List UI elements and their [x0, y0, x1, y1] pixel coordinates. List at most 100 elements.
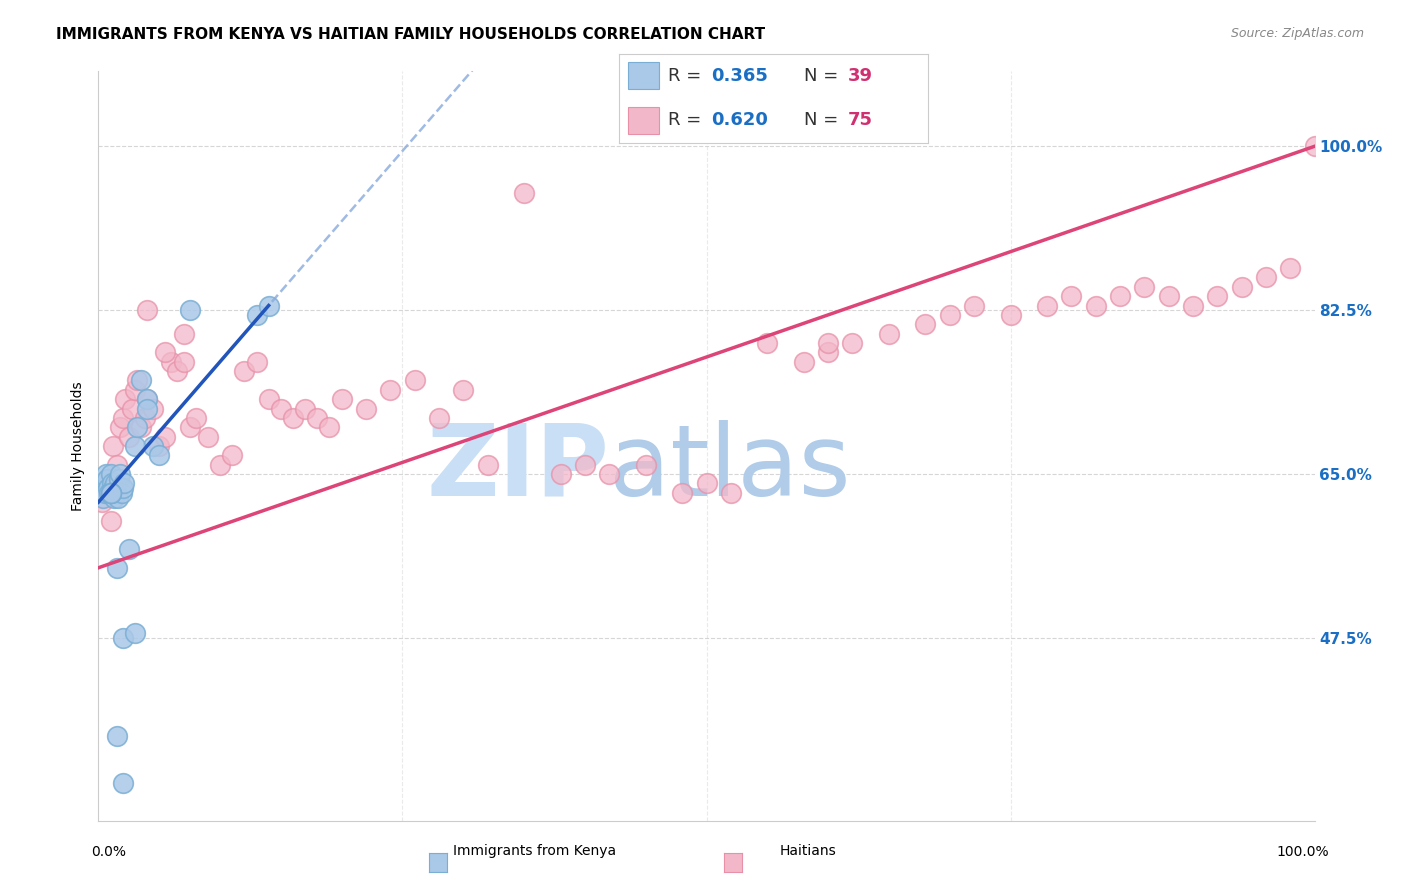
Point	[142, 401, 165, 416]
Point	[110, 485, 132, 500]
Point	[696, 476, 718, 491]
Point	[104, 476, 127, 491]
Point	[96, 472, 118, 486]
Text: Source: ZipAtlas.com: Source: ZipAtlas.com	[1230, 27, 1364, 40]
Point	[127, 420, 149, 434]
Point	[105, 561, 128, 575]
Text: atlas: atlas	[609, 420, 851, 517]
Point	[127, 374, 149, 388]
Point	[94, 467, 117, 482]
Point	[136, 392, 159, 407]
Point	[574, 458, 596, 472]
Point	[166, 364, 188, 378]
Point	[136, 392, 159, 407]
Point	[111, 481, 134, 495]
Point	[1084, 299, 1107, 313]
Point	[634, 458, 657, 472]
Text: 39: 39	[848, 67, 873, 85]
Point	[209, 458, 232, 472]
Point	[427, 410, 450, 425]
Point	[671, 485, 693, 500]
Point	[124, 626, 146, 640]
Point	[245, 355, 267, 369]
Point	[124, 383, 146, 397]
Point	[1254, 270, 1277, 285]
Point	[233, 364, 256, 378]
Text: IMMIGRANTS FROM KENYA VS HAITIAN FAMILY HOUSEHOLDS CORRELATION CHART: IMMIGRANTS FROM KENYA VS HAITIAN FAMILY …	[56, 27, 765, 42]
Text: 0.0%: 0.0%	[91, 846, 127, 859]
Point	[93, 485, 115, 500]
Point	[354, 401, 377, 416]
Point	[124, 439, 146, 453]
Text: ZIP: ZIP	[426, 420, 609, 517]
Point	[129, 374, 152, 388]
Point	[1036, 299, 1059, 313]
Point	[155, 345, 177, 359]
Point	[914, 318, 936, 332]
Point	[110, 420, 132, 434]
Text: 100.0%: 100.0%	[1277, 846, 1329, 859]
Point	[257, 299, 280, 313]
Point	[1157, 289, 1180, 303]
Point	[550, 467, 572, 482]
Point	[100, 485, 122, 500]
Text: Immigrants from Kenya: Immigrants from Kenya	[453, 844, 616, 858]
Point	[877, 326, 900, 341]
Point	[963, 299, 986, 313]
FancyBboxPatch shape	[628, 62, 659, 89]
Point	[103, 491, 125, 505]
Point	[245, 308, 267, 322]
Point	[101, 439, 124, 453]
Point	[111, 410, 134, 425]
Point	[179, 303, 201, 318]
Point	[404, 374, 426, 388]
Text: R =: R =	[668, 67, 707, 85]
Point	[118, 542, 141, 557]
Point	[91, 495, 114, 509]
Point	[100, 485, 122, 500]
Point	[1303, 139, 1326, 153]
Point	[160, 355, 183, 369]
Point	[101, 481, 124, 495]
Point	[105, 730, 128, 744]
Point	[129, 420, 152, 434]
Point	[101, 476, 124, 491]
Point	[134, 410, 156, 425]
Point	[173, 326, 195, 341]
Point	[100, 514, 122, 528]
Point	[939, 308, 962, 322]
Point	[91, 476, 114, 491]
Point	[817, 345, 839, 359]
Point	[793, 355, 815, 369]
Point	[294, 401, 316, 416]
Text: 0.365: 0.365	[711, 67, 768, 85]
Point	[93, 485, 115, 500]
Point	[1279, 261, 1302, 276]
Point	[1206, 289, 1229, 303]
Text: N =: N =	[804, 67, 844, 85]
Point	[110, 467, 132, 482]
Point	[121, 401, 143, 416]
Point	[197, 430, 219, 444]
Point	[720, 485, 742, 500]
Text: N =: N =	[804, 112, 844, 129]
Point	[477, 458, 499, 472]
Point	[257, 392, 280, 407]
Point	[380, 383, 402, 397]
Point	[1060, 289, 1083, 303]
Point	[307, 410, 329, 425]
Point	[756, 336, 779, 351]
Point	[105, 485, 128, 500]
Point	[148, 449, 170, 463]
Text: Haitians: Haitians	[780, 844, 837, 858]
Text: 0.620: 0.620	[711, 112, 768, 129]
Point	[97, 476, 120, 491]
Point	[513, 186, 536, 201]
Point	[221, 449, 243, 463]
Point	[1109, 289, 1132, 303]
Point	[136, 401, 159, 416]
Point	[98, 485, 121, 500]
Point	[1000, 308, 1022, 322]
Point	[330, 392, 353, 407]
Point	[179, 420, 201, 434]
